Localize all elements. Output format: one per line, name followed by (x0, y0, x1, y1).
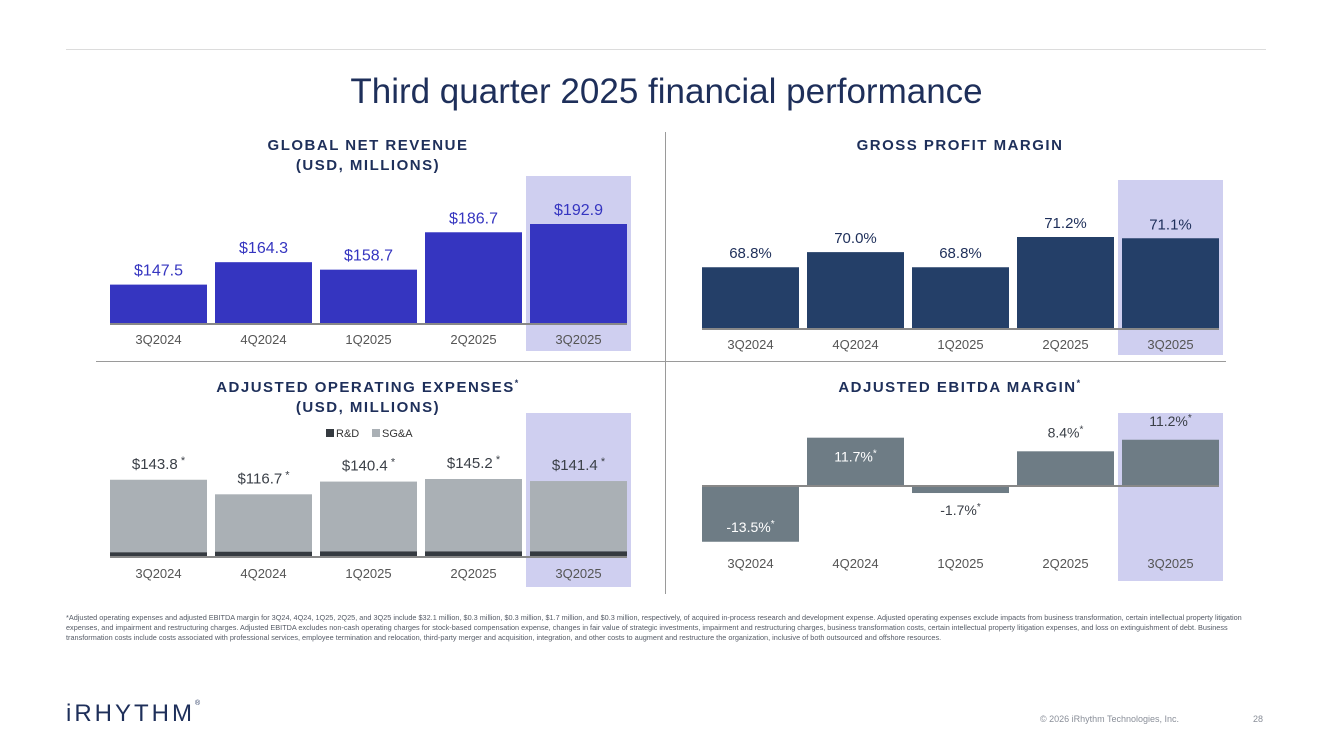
gross-margin-bar-1q2025 (912, 267, 1009, 329)
ebitda-tick-label: 3Q2025 (1147, 556, 1193, 571)
gross-margin-tick-label: 4Q2024 (832, 337, 878, 352)
revenue-subtitle: (USD, MILLIONS) (295, 157, 441, 174)
ebitda-value-label: -1.7%* (940, 502, 981, 518)
opex-rnd-bar-4q2024 (215, 551, 312, 557)
opex-value-label: $140.4 * (342, 457, 396, 475)
ebitda-tick-label: 4Q2024 (832, 556, 878, 571)
gross-margin-chart-title: GROSS PROFIT MARGIN (698, 136, 1222, 156)
ebitda-bar-1q2025 (912, 486, 1009, 494)
gross-margin-value-label: 70.0% (834, 230, 877, 247)
opex-tick-label: 3Q2024 (135, 566, 181, 581)
irhythm-logo: iRHYTHM® (66, 700, 200, 728)
opex-sga-bar-3q2025 (530, 481, 627, 552)
vertical-divider (665, 132, 666, 594)
page-number: 28 (1253, 714, 1264, 724)
opex-tick-label: 2Q2025 (450, 566, 496, 581)
footnote: *Adjusted operating expenses and adjuste… (66, 613, 1242, 642)
opex-sga-bar-2q2025 (425, 479, 522, 552)
revenue-title: GLOBAL NET REVENUE (267, 137, 469, 154)
ebitda-tick-label: 2Q2025 (1042, 556, 1088, 571)
gross-margin-tick-label: 2Q2025 (1042, 337, 1088, 352)
revenue-value-label: $164.3 (239, 240, 288, 257)
gross-margin-bar-2q2025 (1017, 237, 1114, 329)
revenue-bar-4q2024 (215, 262, 312, 324)
ebitda-value-label: 11.7%* (834, 449, 877, 465)
gross-margin-value-label: 71.1% (1149, 216, 1192, 233)
ebitda-title: ADJUSTED EBITDA MARGIN (838, 379, 1077, 396)
opex-value-label: $116.7 * (237, 469, 290, 487)
opex-sga-bar-1q2025 (320, 481, 417, 552)
gross-margin-bar-4q2024 (807, 252, 904, 329)
gross-margin-chart: 68.8% 3Q2024 70.0% 4Q2024 68.8% 1Q2025 71.2% 2Q… (702, 180, 1223, 355)
copyright: © 2026 iRhythm Technologies, Inc. (1040, 714, 1180, 724)
legend-sga-swatch (372, 429, 380, 437)
opex-chart-title: ADJUSTED OPERATING EXPENSES* (USD, MILLI… (106, 373, 630, 418)
gross-margin-tick-label: 3Q2024 (727, 337, 773, 352)
gross-margin-value-label: 71.2% (1044, 215, 1087, 232)
opex-subtitle: (USD, MILLIONS) (295, 399, 441, 416)
ebitda-chart-title: ADJUSTED EBITDA MARGIN* (698, 373, 1222, 398)
ebitda-chart: -13.5%* 3Q2024 11.7%* 4Q2024 -1.7%* 1Q2025 8.4… (702, 413, 1223, 581)
ebitda-tick-label: 3Q2024 (727, 556, 773, 571)
ebitda-bar-4q2024 (807, 437, 904, 486)
opex-rnd-bar-3q2025 (530, 551, 627, 557)
gross-margin-value-label: 68.8% (729, 245, 772, 262)
gross-margin-value-label: 68.8% (939, 245, 982, 262)
opex-tick-label: 1Q2025 (345, 566, 391, 581)
legend-rnd-swatch (326, 429, 334, 437)
opex-chart: R&D SG&A $143.8 * 3Q2024 $116.7 * 4Q2024 $140.… (110, 413, 631, 587)
revenue-tick-label: 3Q2024 (135, 332, 181, 347)
ebitda-bar-3q2024 (702, 486, 799, 542)
page-title: Third quarter 2025 financial performance (350, 72, 983, 111)
opex-tick-label: 3Q2025 (555, 566, 601, 581)
ebitda-bar-3q2025 (1122, 439, 1219, 486)
gross-margin-bar-3q2024 (702, 267, 799, 329)
top-rule (66, 49, 1266, 50)
ebitda-title-mark: * (1076, 378, 1082, 388)
logo-text: iRHYTHM (66, 700, 195, 727)
ebitda-value-label: -13.5%* (726, 519, 774, 535)
ebitda-value-label: 11.2%* (1149, 413, 1192, 429)
revenue-value-label: $147.5 (134, 263, 183, 280)
revenue-tick-label: 3Q2025 (555, 332, 601, 347)
legend-rnd-label: R&D (336, 428, 359, 440)
revenue-value-label: $186.7 (449, 210, 498, 227)
opex-tick-label: 4Q2024 (240, 566, 286, 581)
opex-title: ADJUSTED OPERATING EXPENSES (216, 379, 515, 396)
revenue-chart: $147.5 3Q2024 $164.3 4Q2024 $158.7 1Q2025 $186… (110, 176, 631, 351)
opex-value-label: $143.8 * (132, 455, 186, 473)
horizontal-divider (96, 361, 1226, 362)
opex-rnd-bar-1q2025 (320, 551, 417, 557)
opex-sga-bar-3q2024 (110, 479, 207, 553)
revenue-bar-1q2025 (320, 269, 417, 324)
logo-mark: ® (195, 700, 201, 707)
revenue-value-label: $158.7 (344, 248, 393, 265)
ebitda-value-label: 8.4%* (1048, 424, 1084, 440)
gross-margin-tick-label: 1Q2025 (937, 337, 983, 352)
legend-sga-label: SG&A (382, 428, 413, 440)
revenue-tick-label: 4Q2024 (240, 332, 286, 347)
opex-value-label: $145.2 * (447, 454, 501, 472)
opex-rnd-bar-3q2024 (110, 552, 207, 557)
gross-margin-bar-3q2025 (1122, 238, 1219, 329)
revenue-bar-2q2025 (425, 232, 522, 324)
revenue-bar-3q2025 (530, 224, 627, 324)
opex-rnd-bar-2q2025 (425, 551, 522, 557)
revenue-bar-3q2024 (110, 284, 207, 324)
ebitda-bar-2q2025 (1017, 451, 1114, 486)
gross-margin-tick-label: 3Q2025 (1147, 337, 1193, 352)
gross-margin-title: GROSS PROFIT MARGIN (856, 137, 1064, 154)
revenue-tick-label: 1Q2025 (345, 332, 391, 347)
opex-value-label: $141.4 * (552, 456, 606, 474)
opex-title-mark: * (514, 378, 520, 388)
revenue-chart-title: GLOBAL NET REVENUE (USD, MILLIONS) (106, 136, 630, 176)
opex-sga-bar-4q2024 (215, 494, 312, 552)
ebitda-tick-label: 1Q2025 (937, 556, 983, 571)
revenue-tick-label: 2Q2025 (450, 332, 496, 347)
revenue-value-label: $192.9 (554, 202, 603, 219)
